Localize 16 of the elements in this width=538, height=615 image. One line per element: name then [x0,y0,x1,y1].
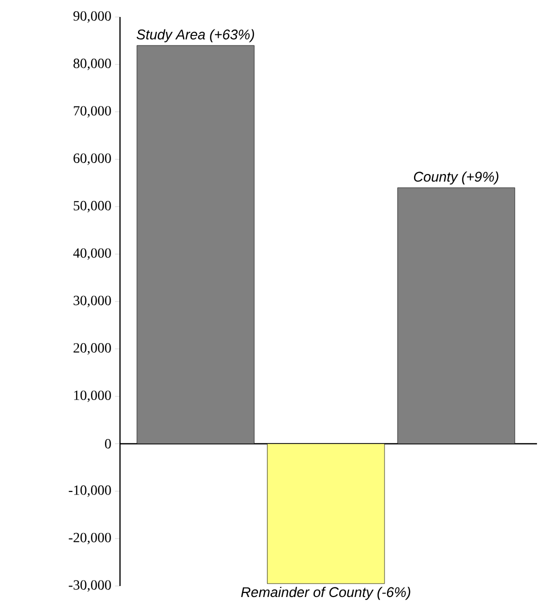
y-tick-label: -20,000 [69,532,112,544]
x-tick-label: County (+9%) [414,171,499,184]
y-tick-label: -30,000 [69,580,112,592]
y-tick-label: -10,000 [69,485,112,497]
y-tick-label: 20,000 [74,343,112,355]
y-tick-label: 10,000 [74,390,112,402]
y-tick-label: 0 [105,439,112,448]
x-tick-label: Remainder of County (-6%) [241,586,410,600]
y-tick-label: 30,000 [74,296,112,308]
y-tick-label: 40,000 [73,248,112,260]
y-tick-label: 60,000 [74,154,112,165]
y-tick-label: 80,000 [74,58,112,70]
x-tick-label: Study Area (+63%) [136,29,254,42]
y-tick-label: 70,000 [74,106,112,118]
y-tick-label: 50,000 [74,200,112,212]
y-tick-label: 90,000 [74,11,112,23]
